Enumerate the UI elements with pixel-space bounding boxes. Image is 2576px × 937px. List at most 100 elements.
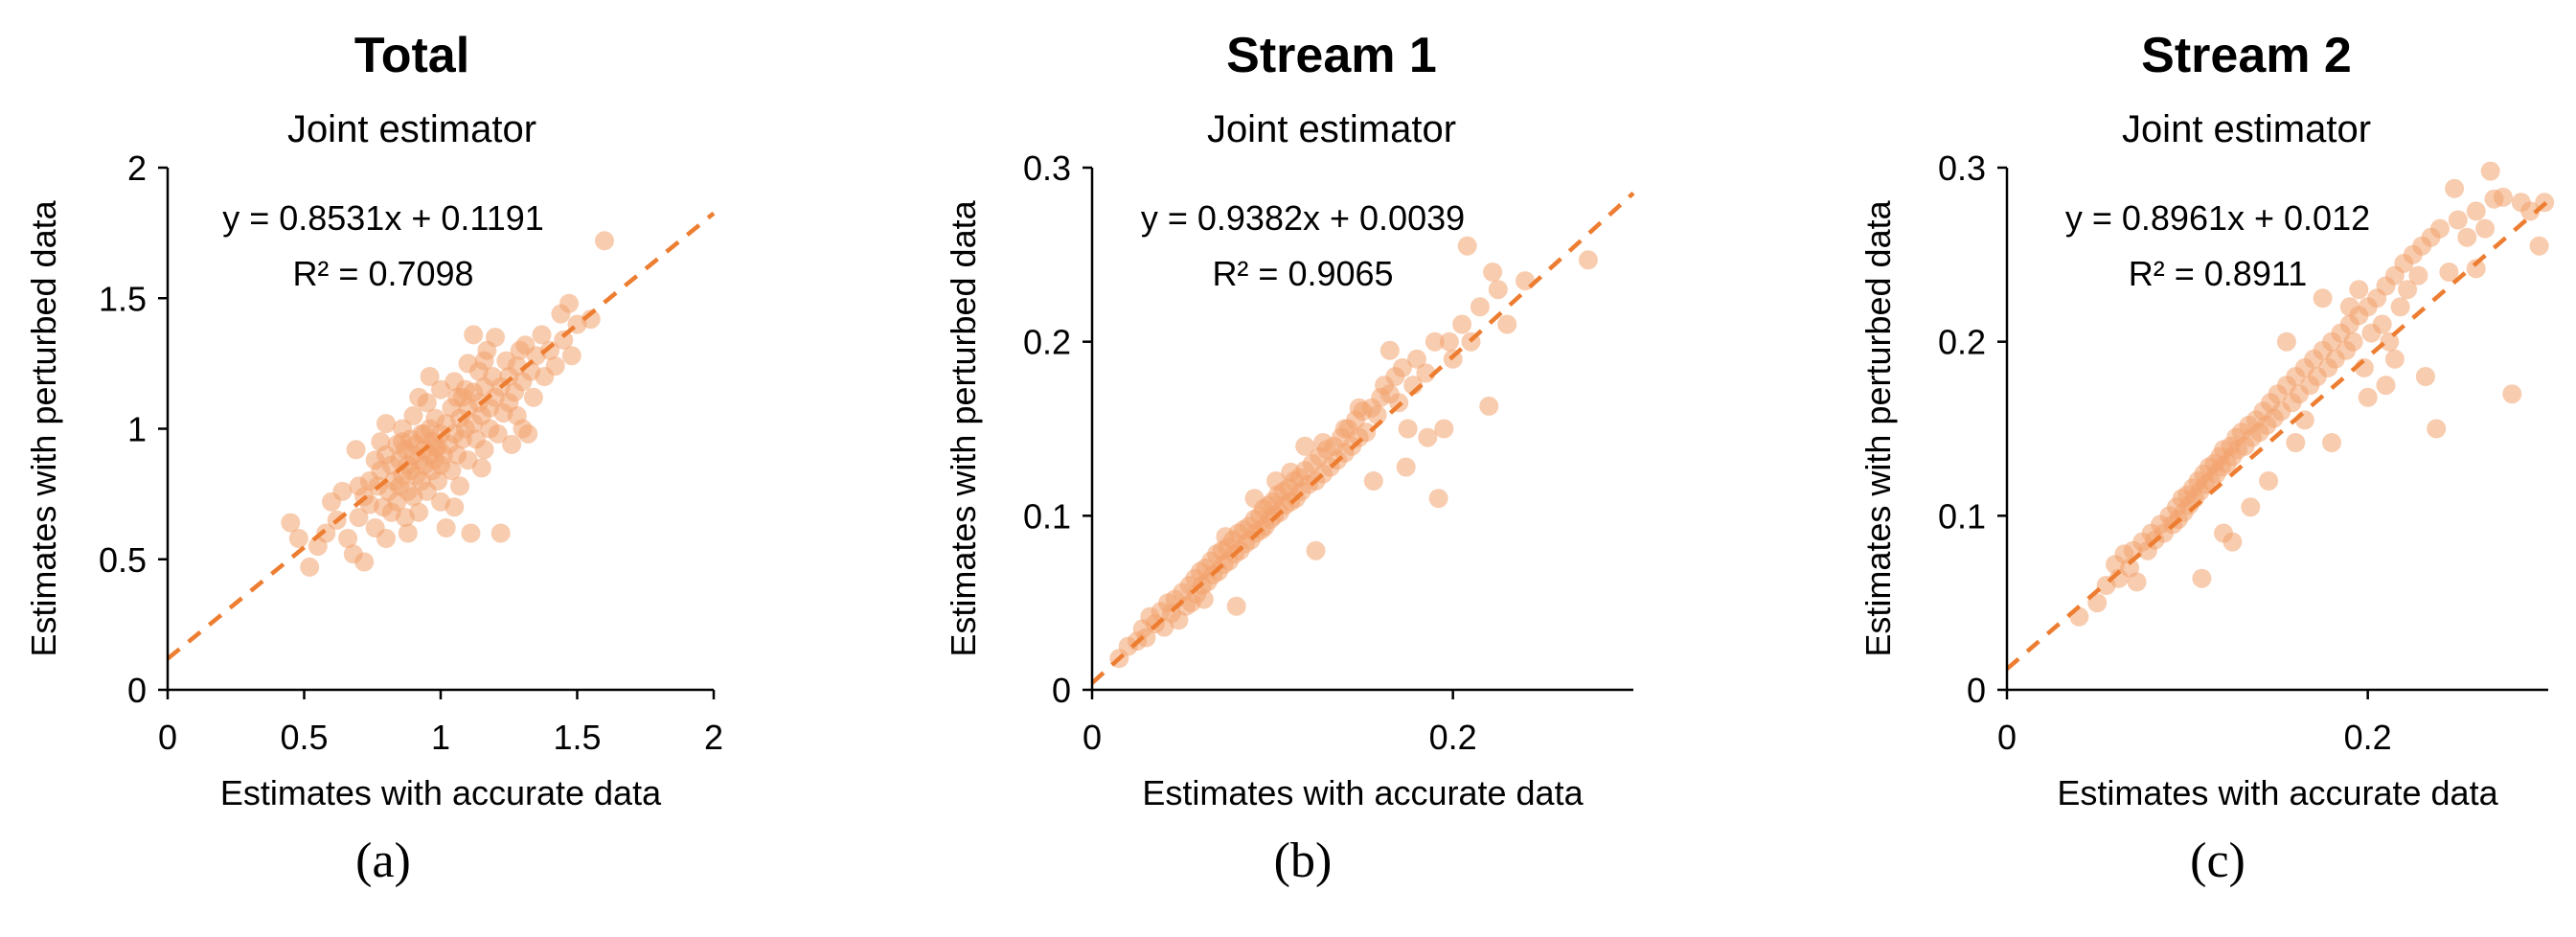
data-point (1295, 436, 1315, 456)
data-point (1136, 628, 1156, 648)
data-point (1306, 540, 1326, 560)
data-point (1497, 314, 1517, 334)
data-point (2448, 210, 2468, 230)
data-point (1392, 357, 1412, 377)
x-tick-label: 0.2 (1429, 718, 1477, 757)
scatter-plot-total: Total Joint estimator 0 0.5 1 1.5 2 0 0.5 1 1.5 2 Es… (24, 28, 723, 888)
trendline (2005, 199, 2550, 671)
data-point (308, 537, 328, 557)
data-point (409, 502, 429, 522)
data-point (1356, 423, 1377, 443)
data-point (2259, 471, 2279, 491)
data-point (2520, 201, 2541, 221)
data-point (2349, 280, 2369, 300)
data-point (2398, 280, 2418, 300)
data-point (1334, 419, 1355, 439)
data-point (332, 481, 353, 501)
y-tick-label: 1 (127, 410, 147, 449)
x-tick-label: 0 (1083, 718, 1102, 757)
data-point (2286, 433, 2306, 452)
panel-caption: (c) (2190, 834, 2245, 888)
data-point (1379, 340, 1400, 360)
data-point (1488, 280, 1508, 300)
data-point (288, 529, 308, 548)
r-squared: R² = 0.9065 (1212, 254, 1393, 293)
r-squared: R² = 0.8911 (2129, 254, 2307, 293)
data-point (2445, 178, 2465, 198)
data-point (474, 351, 494, 371)
data-point (2384, 349, 2405, 369)
data-point (455, 379, 475, 400)
data-point (409, 387, 429, 407)
trendline (1090, 191, 1635, 685)
data-point (1457, 236, 1477, 256)
data-point (376, 529, 396, 548)
data-point (1216, 527, 1236, 547)
data-point (1578, 250, 1598, 270)
x-axis-label: Estimates with accurate data (1142, 773, 1584, 812)
chart-subtitle: Joint estimator (1207, 108, 1456, 150)
data-point (532, 325, 552, 345)
data-point (2466, 259, 2486, 279)
data-point (1367, 405, 1387, 424)
data-point (2087, 593, 2108, 613)
x-tick-label: 0 (158, 718, 177, 757)
trendline-equation: y = 0.9382x + 0.0039 (1141, 198, 1465, 238)
data-point (1479, 396, 1499, 416)
data-point (1470, 297, 1490, 317)
data-point (1398, 419, 1418, 439)
data-point (545, 356, 565, 377)
data-point (398, 523, 418, 543)
data-points (281, 231, 614, 577)
data-point (2276, 331, 2296, 352)
data-point (2529, 236, 2549, 256)
trendline (166, 211, 716, 661)
data-point (2339, 297, 2359, 317)
y-axis-label: Estimates with perturbed data (944, 199, 983, 656)
data-point (488, 423, 508, 444)
data-point (2343, 331, 2363, 352)
data-point (1418, 427, 1438, 447)
data-point (507, 405, 527, 425)
panel-stream-1: Stream 1 Joint estimator 0 0.1 0.2 0.3 0 0.2 Est… (920, 0, 1782, 937)
data-point (1244, 489, 1265, 509)
data-point (461, 523, 481, 543)
data-point (1226, 596, 1246, 616)
data-point (2427, 419, 2447, 439)
data-point (354, 552, 375, 572)
data-point (349, 508, 369, 528)
data-point (442, 461, 462, 481)
data-point (2466, 201, 2486, 221)
data-point (2322, 433, 2341, 452)
y-tick-label: 2 (127, 149, 147, 188)
data-point (403, 405, 423, 425)
data-point (436, 518, 456, 537)
data-point (2475, 218, 2496, 239)
x-tick-label: 2 (704, 718, 723, 757)
data-point (471, 458, 491, 478)
data-point (2439, 263, 2459, 282)
data-point (371, 432, 391, 452)
scatter-plot-stream-1: Stream 1 Joint estimator 0 0.1 0.2 0.3 0 0.2 Est… (944, 28, 1635, 888)
data-point (425, 437, 445, 457)
x-tick-label: 0 (1997, 718, 2017, 757)
data-point (346, 440, 366, 460)
data-point (393, 432, 413, 452)
data-point (1425, 331, 1445, 352)
y-axis-label: Estimates with perturbed data (24, 199, 63, 656)
data-point (2430, 218, 2450, 239)
data-point (2372, 314, 2392, 334)
data-point (376, 414, 396, 434)
x-tick-label: 1.5 (553, 718, 601, 757)
data-point (450, 476, 469, 496)
y-tick-label: 0.5 (99, 540, 147, 580)
y-tick-label: 0.3 (1938, 149, 1986, 188)
y-tick-label: 0.2 (1023, 323, 1071, 362)
y-tick-label: 1.5 (99, 279, 147, 318)
data-point (464, 325, 484, 345)
x-axis-label: Estimates with accurate data (220, 773, 662, 812)
data-point (2408, 265, 2428, 286)
data-point (1439, 331, 1459, 352)
chart-subtitle: Joint estimator (287, 108, 536, 150)
data-point (2358, 387, 2378, 407)
